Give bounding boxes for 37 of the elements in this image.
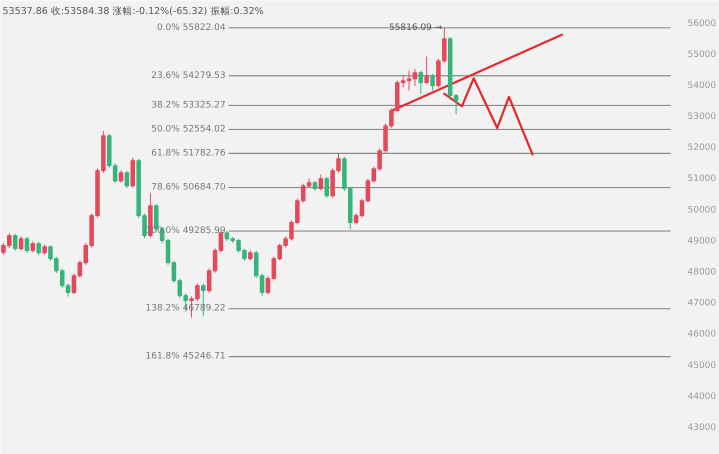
candlestick [312,180,318,192]
annotation: 53537.86 收:53584.38 涨幅:-0.12%(-65.32) 振幅:0.32% [2,5,264,17]
ref-line-label: 61.8% 51782.76 [151,148,226,158]
candlestick [118,170,124,184]
candlestick [12,233,18,252]
ref-line-label: 0.0% 55822.04 [156,22,226,33]
y-tick-label: 50000 [688,205,716,216]
y-tick-label: 53000 [688,112,716,122]
candlestick [24,236,30,254]
y-tick-label: 45000 [688,360,716,371]
candlestick [36,241,41,256]
candlestick [424,56,429,85]
candlestick [124,170,130,189]
y-tick-label: 49000 [688,236,716,246]
candlestick [324,176,330,198]
candlestick [248,250,253,261]
candlestick [318,174,324,191]
candlestick [430,73,435,92]
y-tick-label: 48000 [688,268,716,278]
y-tick-label: 54000 [688,80,716,91]
y-tick-label: 56000 [688,18,716,29]
y-tick-label: 44000 [688,392,716,402]
y-tick-label: 47000 [688,298,716,309]
ref-line-label: 50.0% 52554.02 [151,124,226,134]
y-tick-label: 46000 [688,330,716,340]
ref-line-label: 38.2% 53325.27 [151,100,226,110]
candlestick [42,244,47,256]
candlestick [30,240,36,253]
y-tick-label: 52000 [688,143,716,154]
candlestick [18,236,24,252]
candlestick [418,70,424,94]
y-tick-label: 43000 [688,423,716,434]
y-tick-label: 51000 [688,174,716,184]
y-tick-label: 55000 [688,50,716,60]
ref-line-label: 78.6% 50684.70 [151,182,226,193]
ref-line-label: 23.6% 54279.53 [151,70,226,81]
ref-line-label: 161.8% 45246.71 [146,352,226,362]
